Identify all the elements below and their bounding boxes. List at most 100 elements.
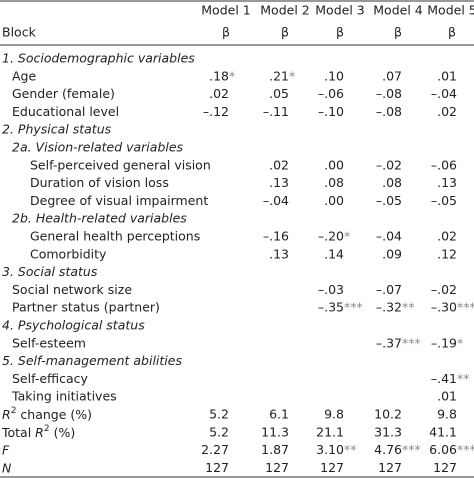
cell-value: –.04	[263, 193, 289, 208]
row-label: Partner status (partner)	[12, 300, 160, 315]
cell-value: –.20	[318, 229, 344, 244]
model-header: Model 5	[427, 3, 474, 18]
significance: **	[344, 442, 357, 457]
cell-value: –.41	[431, 371, 457, 386]
cell-value: .00	[324, 157, 344, 172]
cell-value: –.11	[263, 104, 289, 119]
significance: **	[457, 371, 470, 386]
significance: ***	[402, 335, 421, 350]
significance: *	[229, 68, 235, 83]
cell-value: –.07	[376, 282, 402, 297]
cell-value: 127	[433, 460, 457, 475]
cell-value: –.19	[431, 335, 457, 350]
cell-value: .05	[269, 86, 289, 101]
label-part: R	[2, 407, 11, 422]
row-label: Duration of vision loss	[30, 175, 169, 190]
stat-label: Total R2 (%)	[1, 423, 75, 439]
cell-value: .13	[269, 175, 289, 190]
cell-value: 127	[265, 460, 289, 475]
cell-value: 11.3	[261, 424, 289, 439]
significance: ***	[457, 442, 474, 457]
beta-header: β	[448, 25, 456, 40]
cell-value: .02	[437, 229, 457, 244]
section-title: 1. Sociodemographic variables	[2, 51, 195, 66]
cell-value: .08	[382, 175, 402, 190]
significance: *	[344, 229, 350, 244]
cell-value: 127	[205, 460, 229, 475]
cell-value: –.08	[376, 104, 402, 119]
cell-value: .12	[437, 246, 457, 261]
significance: *	[289, 68, 295, 83]
cell-value: .13	[269, 246, 289, 261]
cell-value: .18	[209, 68, 229, 83]
cell-value: 5.2	[209, 424, 229, 439]
label-part: R	[35, 424, 44, 439]
cell-value: –.05	[376, 193, 402, 208]
cell-value: 31.3	[374, 424, 402, 439]
cell-value: .09	[382, 246, 402, 261]
significance: ***	[344, 300, 363, 315]
cell-value: –.12	[203, 104, 229, 119]
cell-value: 3.10	[316, 442, 344, 457]
stat-label: R2 change (%)	[2, 406, 92, 422]
cell-value: 10.2	[374, 407, 402, 422]
cell-value: 6.1	[269, 407, 289, 422]
cell-value: .01	[437, 389, 457, 404]
cell-value: –.32	[376, 300, 402, 315]
row-label: Age	[12, 68, 36, 83]
row-label: Self-esteem	[12, 335, 86, 350]
model-header: Model 2	[260, 3, 309, 18]
cell-value: –.16	[263, 229, 289, 244]
cell-value: .13	[437, 175, 457, 190]
model-header: Model 3	[315, 3, 364, 18]
cell-value: .14	[324, 246, 344, 261]
label-part: 2	[44, 423, 50, 433]
subsection-title: 2a. Vision-related variables	[12, 140, 184, 155]
significance: ***	[457, 300, 474, 315]
cell-value: .02	[209, 86, 229, 101]
row-label: General health perceptions	[30, 229, 200, 244]
label-part: F	[2, 442, 10, 457]
stat-label: N	[2, 460, 12, 475]
label-part: change (%)	[16, 407, 92, 422]
cell-value: –.06	[431, 157, 457, 172]
cell-value: 127	[320, 460, 344, 475]
section-title: 3. Social status	[2, 264, 98, 279]
cell-value: –.03	[318, 282, 344, 297]
section-title: 2. Physical status	[2, 122, 112, 137]
significance: **	[402, 300, 415, 315]
section-title: 4. Psychological status	[2, 318, 145, 333]
model-header: Model 1	[201, 3, 250, 18]
cell-value: .07	[382, 68, 402, 83]
cell-value: 41.1	[429, 424, 457, 439]
label-part: 2	[11, 406, 17, 416]
label-part: (%)	[50, 424, 76, 439]
row-label: Social network size	[12, 282, 132, 297]
cell-value: .02	[437, 104, 457, 119]
block-header: Block	[2, 25, 37, 40]
row-label: Educational level	[12, 104, 119, 119]
cell-value: –.04	[431, 86, 457, 101]
cell-value: –.04	[376, 229, 402, 244]
cell-value: 1.87	[261, 442, 289, 457]
stat-label: F	[2, 442, 10, 457]
cell-value: .21	[269, 68, 289, 83]
significance: ***	[402, 442, 421, 457]
cell-value: –.37	[376, 335, 402, 350]
significance: *	[457, 335, 463, 350]
cell-value: 5.2	[209, 407, 229, 422]
cell-value: –.08	[376, 86, 402, 101]
cell-value: –.30	[431, 300, 457, 315]
cell-value: .02	[269, 157, 289, 172]
cell-value: .01	[437, 68, 457, 83]
beta-header: β	[281, 25, 289, 40]
section-title: 5. Self-management abilities	[2, 353, 182, 368]
beta-header: β	[394, 25, 402, 40]
label-part: N	[2, 460, 12, 475]
row-label: Self-efficacy	[12, 371, 89, 386]
cell-value: 9.8	[437, 407, 457, 422]
cell-value: –.02	[376, 157, 402, 172]
row-label: Comorbidity	[30, 246, 107, 261]
label-part: Total	[1, 424, 35, 439]
